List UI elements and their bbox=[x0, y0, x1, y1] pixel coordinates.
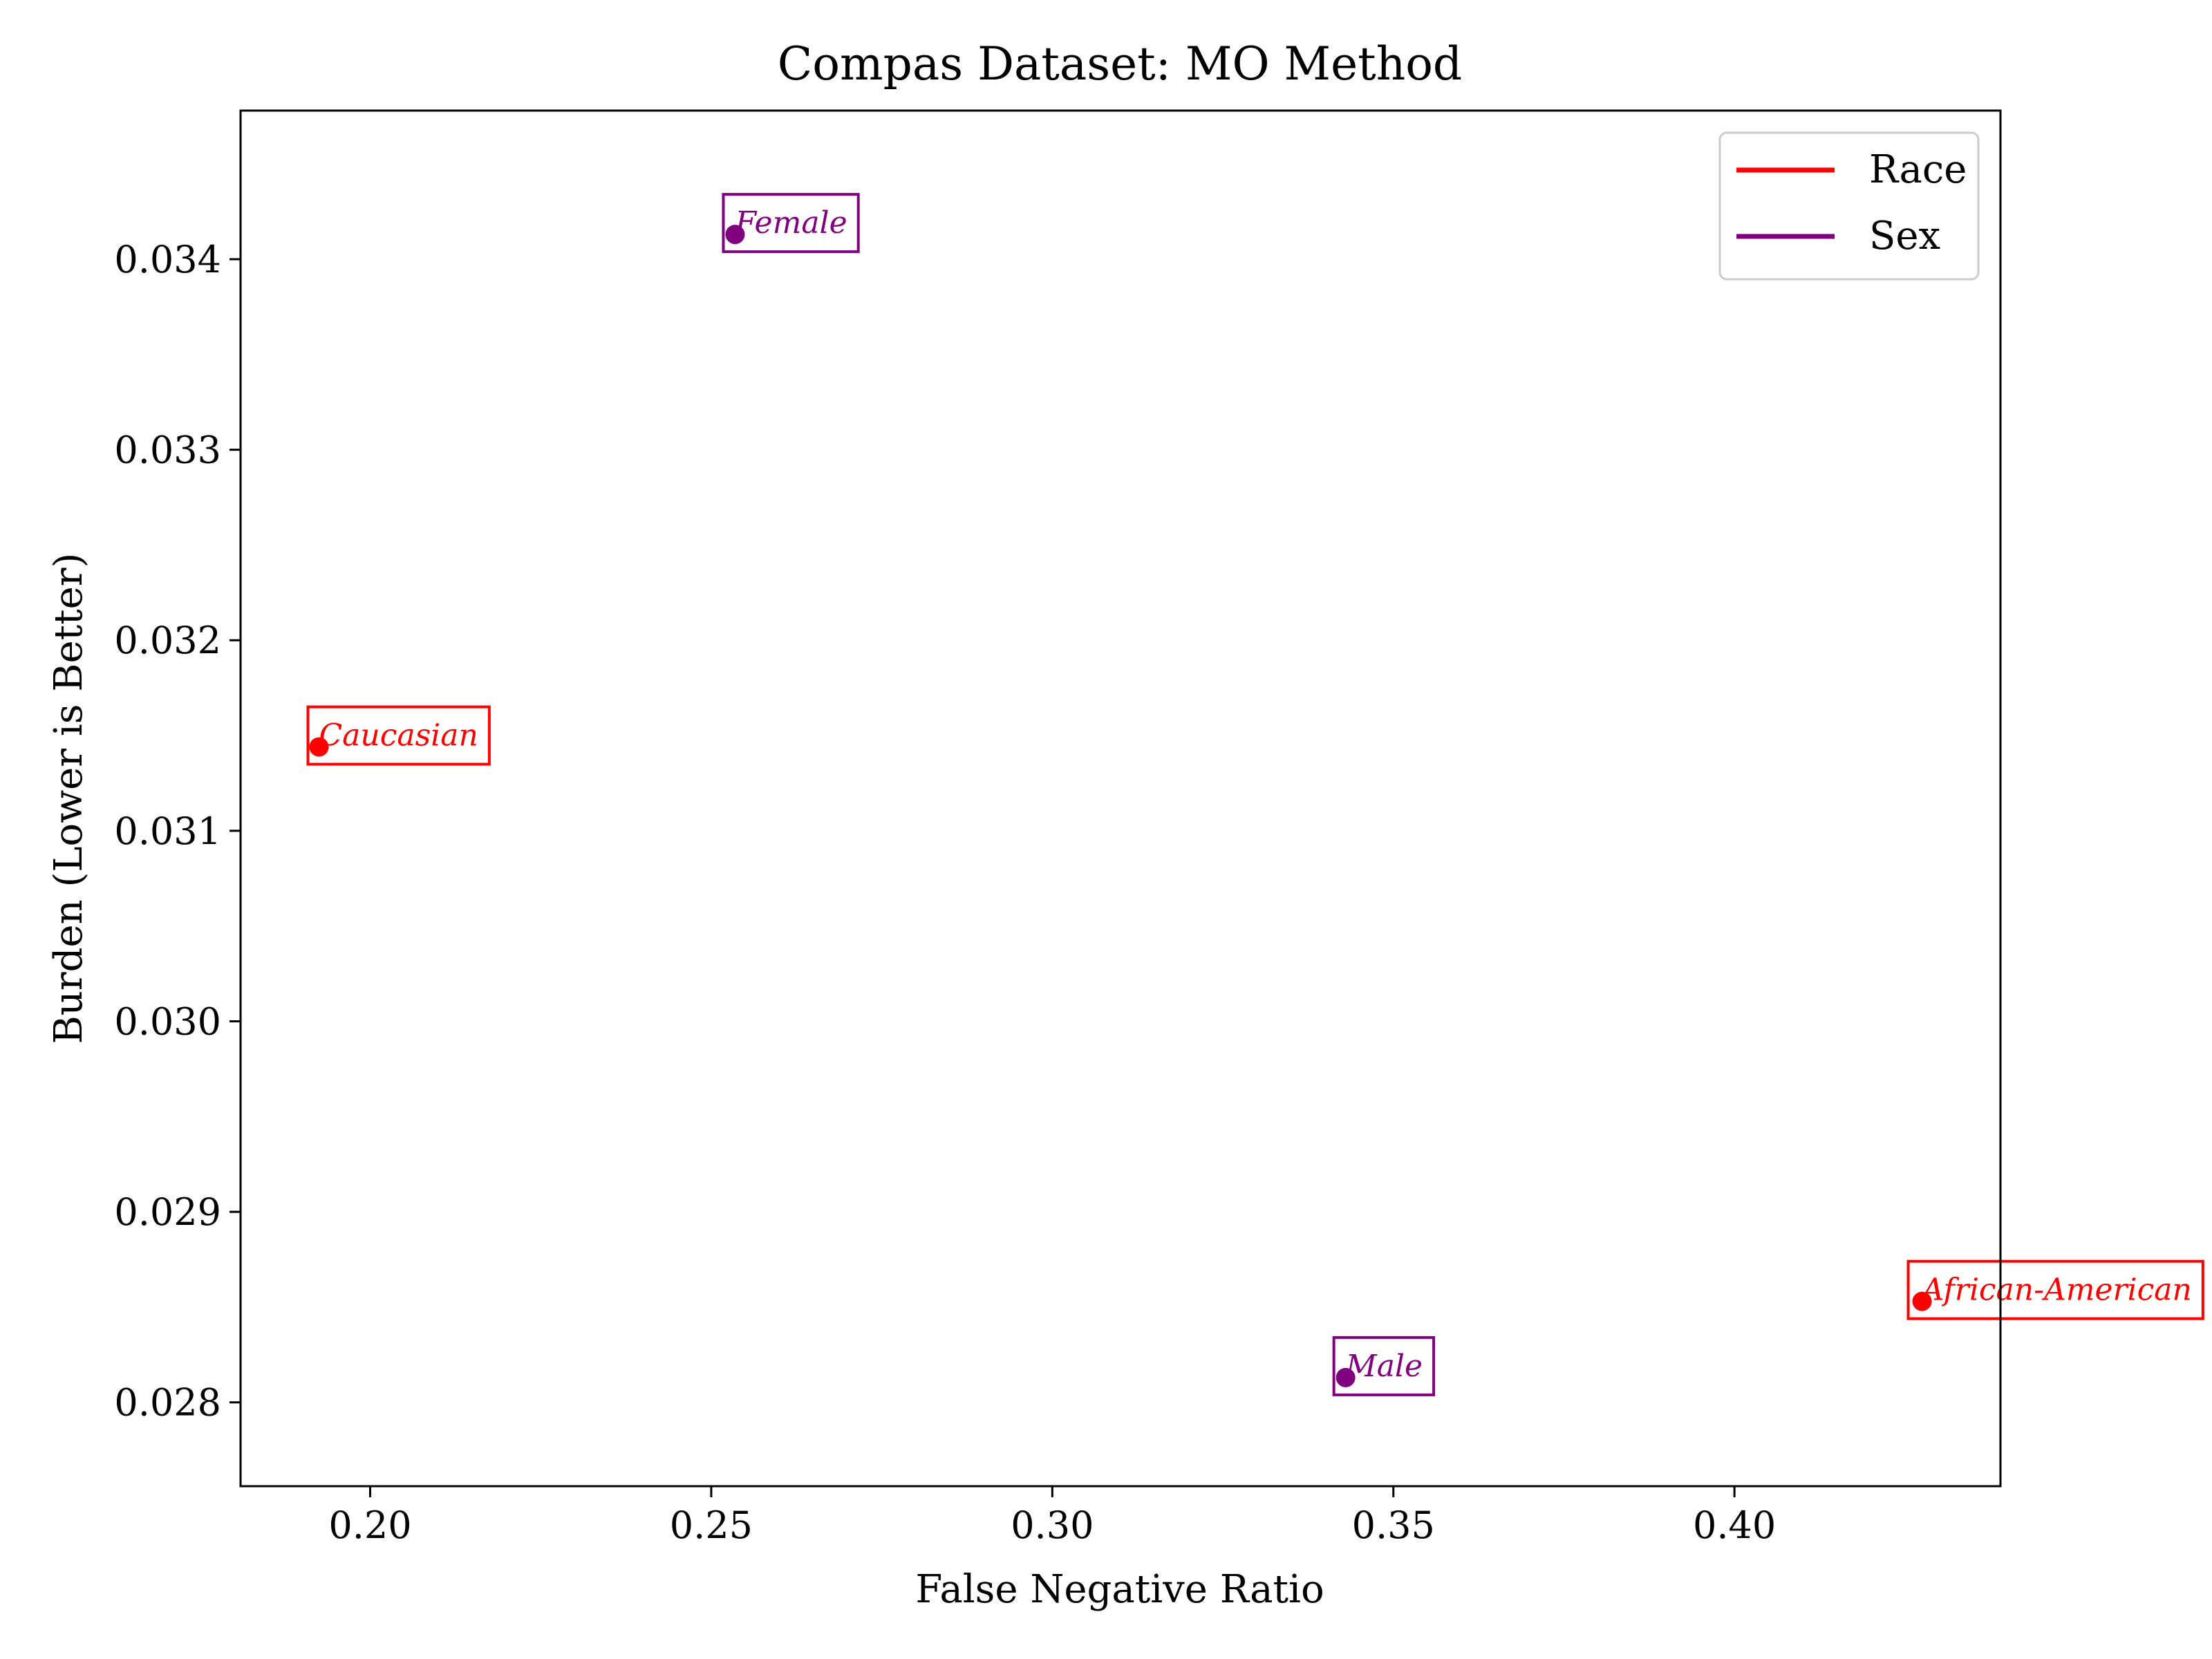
y-tick-label: 0.033 bbox=[114, 429, 221, 472]
data-point bbox=[725, 225, 745, 245]
y-tick-label: 0.030 bbox=[114, 1000, 221, 1043]
point-annotation: Male bbox=[1332, 1335, 1436, 1396]
point-label: Female bbox=[734, 205, 847, 241]
x-axis-ticks: 0.20 0.25 0.30 0.35 0.40 bbox=[328, 1486, 1776, 1547]
annotation-box bbox=[306, 705, 491, 766]
legend-label: Race bbox=[1869, 147, 1967, 192]
y-axis-ticks: 0.028 0.029 0.030 0.031 0.032 0.033 0.034 bbox=[114, 238, 241, 1425]
annotation-box bbox=[722, 193, 860, 254]
point-annotation: Caucasian bbox=[306, 705, 491, 766]
point-annotation: Female bbox=[722, 193, 860, 254]
x-tick-label: 0.35 bbox=[1352, 1503, 1435, 1547]
y-axis-label: Burden (Lower is Better) bbox=[46, 553, 91, 1044]
legend: Race Sex bbox=[1718, 131, 1980, 281]
chart-title: Compas Dataset: MO Method bbox=[778, 37, 1462, 91]
data-points: Caucasian African-American Female Male bbox=[306, 193, 2204, 1396]
y-tick-label: 0.034 bbox=[114, 238, 221, 281]
y-tick-label: 0.029 bbox=[114, 1190, 221, 1234]
legend-label: Sex bbox=[1869, 214, 1940, 259]
x-axis-label: False Negative Ratio bbox=[915, 1567, 1324, 1612]
x-tick-label: 0.25 bbox=[670, 1503, 753, 1547]
plot-frame bbox=[239, 109, 2002, 1488]
annotation-box bbox=[1906, 1259, 2204, 1320]
x-tick-label: 0.40 bbox=[1693, 1503, 1776, 1547]
data-point bbox=[309, 737, 329, 757]
data-point bbox=[1335, 1367, 1356, 1387]
y-tick-label: 0.032 bbox=[114, 619, 221, 662]
y-tick-label: 0.028 bbox=[114, 1381, 221, 1425]
point-label: Male bbox=[1345, 1349, 1423, 1384]
point-label: Caucasian bbox=[319, 718, 478, 753]
data-point bbox=[1912, 1291, 1932, 1311]
point-label: African-American bbox=[1920, 1273, 2192, 1308]
point-annotation: African-American bbox=[1906, 1259, 2204, 1320]
x-tick-label: 0.20 bbox=[328, 1503, 411, 1547]
y-tick-label: 0.031 bbox=[114, 809, 221, 853]
x-tick-label: 0.30 bbox=[1011, 1503, 1094, 1547]
